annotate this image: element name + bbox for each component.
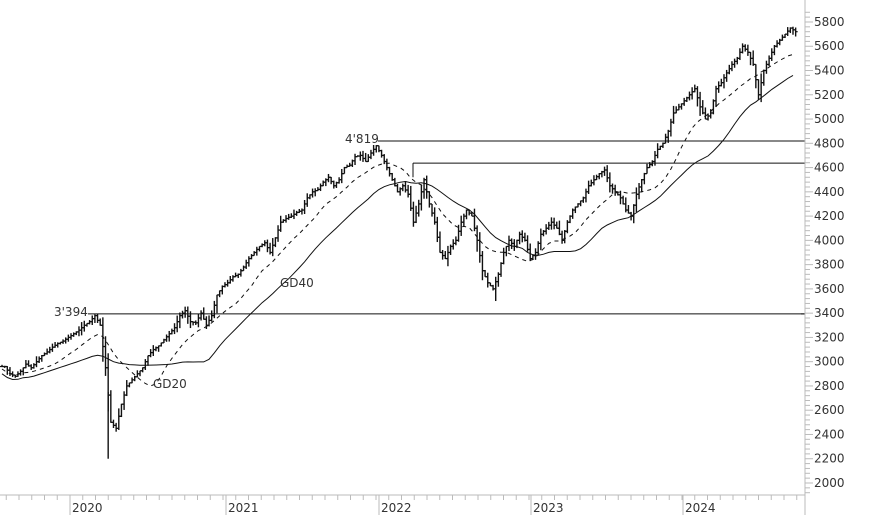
y-tick-label: 3600 <box>814 282 845 296</box>
y-tick-label: 5600 <box>814 39 845 53</box>
price-bars <box>0 26 798 459</box>
y-tick-label: 3400 <box>814 306 845 320</box>
horizontal-levels <box>88 140 805 315</box>
y-tick-label: 4400 <box>814 185 845 199</box>
moving-average-gd20 <box>1 54 794 387</box>
x-tick-label: 2020 <box>72 501 103 515</box>
moving-average-gd40 <box>1 74 794 381</box>
y-tick-label: 5200 <box>814 88 845 102</box>
y-tick-label: 5800 <box>814 15 845 29</box>
y-tick-label: 3200 <box>814 330 845 344</box>
y-tick-label: 2200 <box>814 452 845 466</box>
x-tick-label: 2023 <box>533 501 564 515</box>
x-axis: 2020 2021 2022 2023 2024 <box>0 494 805 515</box>
y-tick-label: 3800 <box>814 258 845 272</box>
y-tick-label: 4800 <box>814 136 845 150</box>
y-tick-label: 5000 <box>814 112 845 126</box>
y-tick-label: 4000 <box>814 233 845 247</box>
y-tick-label: 5400 <box>814 64 845 78</box>
level-label-3394: 3'394 <box>54 305 88 319</box>
y-tick-label: 2800 <box>814 379 845 393</box>
y-tick-label: 2600 <box>814 403 845 417</box>
y-tick-label: 3000 <box>814 355 845 369</box>
y-tick-label: 4200 <box>814 209 845 223</box>
x-tick-label: 2024 <box>685 501 716 515</box>
y-tick-label: 2000 <box>814 476 845 490</box>
x-tick-label: 2021 <box>228 501 259 515</box>
gd20-label: GD20 <box>153 377 187 391</box>
level-label-4819: 4'819 <box>345 132 379 146</box>
y-axis: 2000 2200 2400 2600 2800 3000 3200 3400 3600 3800… <box>804 0 845 515</box>
y-tick-label: 4600 <box>814 161 845 175</box>
x-tick-label: 2022 <box>381 501 412 515</box>
gd40-label: GD40 <box>280 276 314 290</box>
y-tick-label: 2400 <box>814 427 845 441</box>
